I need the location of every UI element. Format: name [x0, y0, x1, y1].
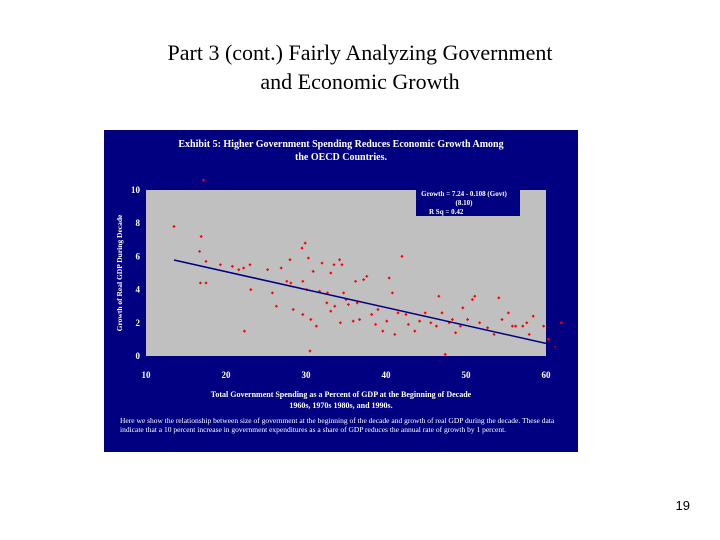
data-point	[340, 263, 344, 267]
y-tick-label: 0	[136, 351, 141, 361]
data-point	[329, 309, 333, 313]
data-point	[429, 321, 433, 325]
x-tick-label: 40	[382, 370, 392, 380]
data-point	[404, 312, 408, 317]
data-point	[285, 279, 289, 283]
data-point	[478, 321, 482, 325]
data-point	[218, 263, 222, 267]
regression-box	[416, 188, 520, 216]
data-point	[486, 326, 490, 330]
data-point	[434, 324, 438, 328]
slide-title-line-1: Part 3 (cont.) Fairly Analyzing Governme…	[167, 40, 553, 65]
data-point	[514, 324, 518, 328]
data-point	[237, 268, 241, 272]
x-tick-label: 30	[302, 370, 312, 380]
data-point	[466, 317, 470, 322]
data-point	[506, 311, 510, 315]
regression-line	[173, 259, 563, 348]
y-tick-label: 4	[136, 285, 141, 295]
y-axis-label: Growth of Real GDP During Decade	[115, 214, 124, 331]
data-point	[333, 304, 337, 308]
data-point	[370, 312, 374, 317]
page-number: 19	[675, 498, 690, 513]
data-point	[473, 294, 477, 298]
x-tick-label: 50	[462, 370, 472, 380]
data-point	[470, 297, 474, 302]
exhibit-caption: Here we show the relationship between si…	[120, 416, 555, 434]
x-tick-label: 10	[142, 370, 152, 380]
data-point	[288, 258, 292, 262]
exhibit-title-line-2: the OECD Countries.	[295, 152, 387, 163]
data-point	[301, 279, 305, 283]
regression-equation: Growth = 7.24 - 0.108 (Govt)	[421, 190, 507, 198]
data-point	[390, 291, 394, 295]
x-tick-label: 60	[542, 370, 552, 380]
regression-r-squared: R Sq = 0.42	[429, 208, 464, 216]
data-point	[458, 324, 462, 328]
exhibit-title-line-1: Exhibit 5: Higher Government Spending Re…	[178, 139, 504, 150]
x-axis-label-line-2: 1960s, 1970s 1980s, and 1990s.	[289, 401, 392, 410]
data-point	[525, 321, 529, 325]
data-point	[546, 337, 550, 341]
data-point	[329, 271, 333, 275]
exhibit-title: Exhibit 5: Higher Government Spending Re…	[104, 138, 578, 164]
data-point	[450, 317, 454, 322]
data-point	[521, 324, 525, 328]
data-point	[437, 294, 441, 298]
data-point	[199, 234, 203, 239]
data-point	[406, 322, 410, 327]
data-point	[198, 249, 202, 254]
y-axis-ticks: 0 2 4 6 8 10	[131, 185, 141, 361]
data-point	[510, 324, 514, 328]
data-point	[365, 274, 369, 278]
data-point	[202, 178, 206, 182]
data-point	[306, 256, 310, 260]
x-tick-label: 20	[222, 370, 232, 380]
data-point	[230, 264, 234, 268]
slide-title: Part 3 (cont.) Fairly Analyzing Governme…	[0, 38, 720, 96]
regression-t-stat: (8.10)	[456, 199, 474, 207]
y-tick-label: 8	[136, 218, 141, 228]
data-point	[332, 263, 336, 267]
slide-title-line-2: and Economic Growth	[260, 69, 460, 94]
data-point	[204, 259, 208, 263]
data-point	[248, 263, 252, 267]
x-axis-ticks: 10 20 30 40 50 60	[142, 370, 552, 380]
scatter-chart: 10 20 30 40 50 60 0 2 4 6 8 10 Growth = 7.24 - 0.1…	[115, 178, 563, 410]
data-point	[400, 254, 404, 258]
y-tick-label: 6	[136, 251, 141, 261]
data-point	[542, 324, 546, 328]
y-tick-label: 10	[131, 185, 141, 195]
data-point	[308, 349, 312, 353]
data-point	[374, 322, 378, 327]
data-point	[172, 224, 176, 229]
data-point	[301, 312, 305, 317]
data-point	[325, 301, 329, 305]
data-point	[454, 331, 458, 335]
data-point	[355, 301, 359, 305]
data-point	[559, 321, 563, 325]
data-point	[300, 246, 304, 250]
y-tick-label: 2	[136, 318, 141, 328]
x-axis-label-line-1: Total Government Spending as a Percent o…	[211, 390, 472, 399]
data-point	[303, 241, 307, 245]
data-point	[320, 261, 324, 265]
exhibit-panel: Exhibit 5: Higher Government Spending Re…	[104, 130, 578, 452]
